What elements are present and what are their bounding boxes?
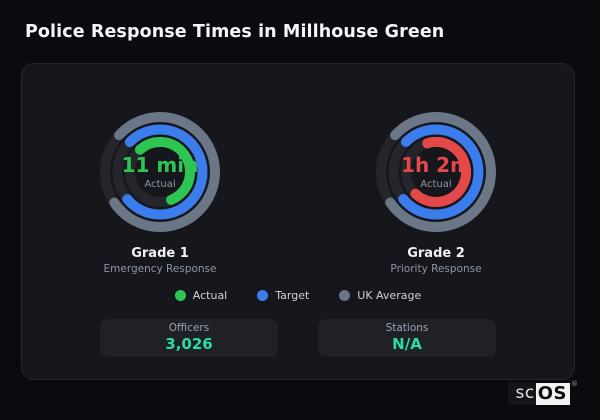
legend-item-uk-average[interactable]: UK Average [339, 289, 421, 302]
gauges-row: 11 min Actual Grade 1 Emergency Response… [22, 104, 574, 275]
stat-label: Stations [385, 322, 429, 335]
legend-label: Actual [192, 289, 228, 302]
legend-dot-target-icon [257, 290, 269, 301]
scos-logo-suffix: OS [535, 382, 570, 405]
legend-item-actual[interactable]: Actual [174, 289, 228, 302]
stat-value: 3,026 [165, 334, 213, 353]
gauge-grade-1: 11 min Actual Grade 1 Emergency Response [22, 104, 298, 275]
scos-logo-prefix: sc [507, 382, 536, 405]
legend-label: UK Average [357, 289, 422, 302]
gauge-rings-grade-1-icon [100, 111, 220, 232]
response-times-card: 11 min Actual Grade 1 Emergency Response… [21, 63, 575, 380]
gauge-subtitle: Priority Response [390, 263, 482, 275]
stat-stations: Stations N/A [318, 319, 496, 357]
gauge-chart-grade-1: 11 min Actual [92, 104, 228, 240]
gauge-grade-2: 1h 2m Actual Grade 2 Priority Response [298, 104, 574, 275]
legend: Actual Target UK Average [22, 289, 574, 302]
legend-dot-uk-average-icon [339, 290, 351, 301]
stats-row: Officers 3,026 Stations N/A [22, 319, 574, 357]
legend-dot-actual-icon [174, 290, 186, 301]
stat-value: N/A [392, 334, 422, 353]
gauge-title: Grade 2 [407, 246, 465, 261]
stat-label: Officers [168, 322, 210, 335]
scos-logo: sc OS ® [507, 380, 578, 405]
legend-item-target[interactable]: Target [257, 289, 309, 302]
legend-label: Target [275, 289, 310, 302]
gauge-rings-grade-2-icon [376, 111, 496, 232]
page-title: Police Response Times in Millhouse Green [25, 22, 445, 42]
gauge-chart-grade-2: 1h 2m Actual [368, 104, 504, 240]
registered-trademark-icon: ® [571, 380, 578, 388]
gauge-title: Grade 1 [131, 246, 189, 261]
gauge-subtitle: Emergency Response [103, 263, 217, 275]
stat-officers: Officers 3,026 [100, 319, 278, 357]
